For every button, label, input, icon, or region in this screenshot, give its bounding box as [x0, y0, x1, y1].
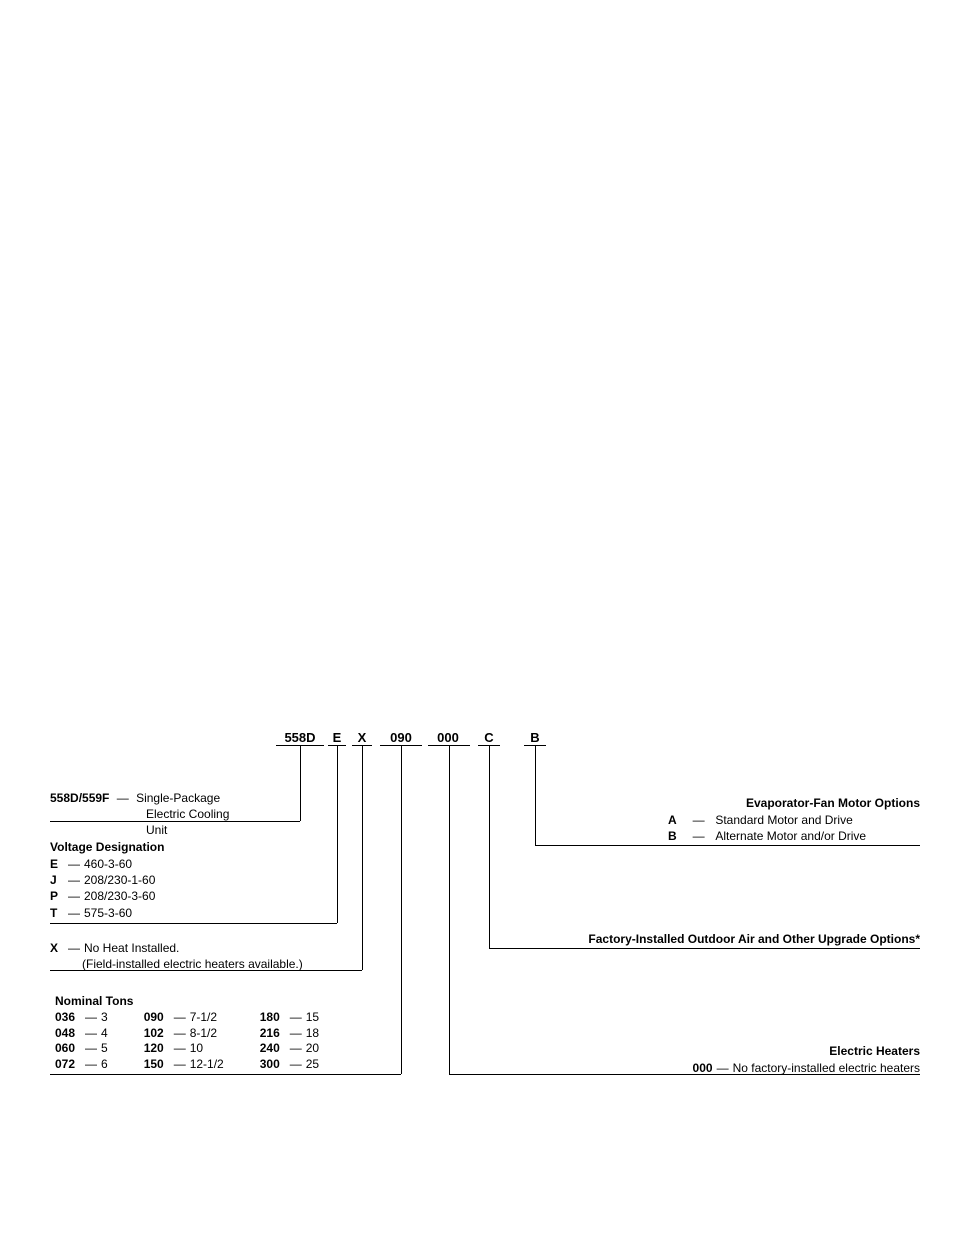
dash: — — [117, 790, 129, 806]
voltage-code: P — [50, 888, 64, 904]
dash: — — [717, 1060, 729, 1076]
dash: — — [290, 1041, 302, 1057]
tons-block: Nominal Tons 036—3 048—4 060—5 072—6 090… — [55, 994, 319, 1072]
voltage-code: J — [50, 872, 64, 888]
dash: — — [174, 1026, 186, 1042]
tons-col: 090—7-1/2 102—8-1/2 120—10 150—12-1/2 — [144, 1010, 224, 1072]
tons-val: 15 — [306, 1010, 319, 1024]
tons-code: 090 — [144, 1010, 170, 1026]
dash: — — [85, 1057, 97, 1073]
unit-desc: Electric Cooling — [146, 807, 229, 821]
dash: — — [290, 1010, 302, 1026]
dash: — — [85, 1041, 97, 1057]
heat-desc: No Heat Installed. — [84, 941, 179, 955]
voltage-val: 208/230-1-60 — [84, 873, 155, 887]
tons-val: 10 — [190, 1041, 203, 1055]
dash: — — [68, 905, 80, 921]
factory-title: Factory-Installed Outdoor Air and Other … — [510, 932, 920, 946]
tons-code: 216 — [260, 1026, 286, 1042]
dash: — — [174, 1010, 186, 1026]
segment-voltage: E — [330, 730, 344, 745]
dash: — — [68, 940, 80, 956]
connector — [362, 745, 363, 970]
tons-val: 20 — [306, 1041, 319, 1055]
voltage-val: 575-3-60 — [84, 906, 132, 920]
heaters-title: Electric Heaters — [630, 1044, 920, 1058]
tons-code: 150 — [144, 1057, 170, 1073]
tons-code: 072 — [55, 1057, 81, 1073]
voltage-block: Voltage Designation E—460-3-60 J—208/230… — [50, 840, 164, 921]
voltage-val: 460-3-60 — [84, 857, 132, 871]
tons-val: 7-1/2 — [190, 1010, 217, 1024]
connector — [535, 845, 920, 846]
segment-heaters: 000 — [433, 730, 463, 745]
connector — [300, 745, 301, 821]
voltage-title: Voltage Designation — [50, 840, 164, 854]
dash: — — [290, 1026, 302, 1042]
heat-block: X— No Heat Installed. (Field-installed el… — [50, 940, 303, 972]
tons-col: 180—15 216—18 240—20 300—25 — [260, 1010, 319, 1072]
dash: — — [85, 1026, 97, 1042]
evap-title: Evaporator-Fan Motor Options — [650, 796, 920, 810]
voltage-val: 208/230-3-60 — [84, 889, 155, 903]
dash: — — [174, 1057, 186, 1073]
segment-unit: 558D — [280, 730, 320, 745]
tons-code: 120 — [144, 1041, 170, 1057]
tons-code: 102 — [144, 1026, 170, 1042]
segment-heat: X — [355, 730, 369, 745]
evap-val: Alternate Motor and/or Drive — [715, 829, 866, 843]
heat-desc: (Field-installed electric heaters availa… — [82, 957, 303, 971]
tons-title: Nominal Tons — [55, 994, 319, 1008]
tons-code: 048 — [55, 1026, 81, 1042]
tons-code: 036 — [55, 1010, 81, 1026]
dash: — — [693, 828, 705, 844]
connector — [50, 923, 337, 924]
tons-val: 6 — [101, 1057, 108, 1071]
factory-block: Factory-Installed Outdoor Air and Other … — [510, 932, 920, 948]
dash: — — [68, 888, 80, 904]
dash: — — [290, 1057, 302, 1073]
dash: — — [85, 1010, 97, 1026]
connector — [535, 745, 536, 845]
tons-val: 18 — [306, 1026, 319, 1040]
evap-block: Evaporator-Fan Motor Options A — Standar… — [650, 796, 920, 844]
tons-val: 3 — [101, 1010, 108, 1024]
evap-code: B — [668, 828, 682, 844]
unit-code: 558D/559F — [50, 790, 109, 806]
tons-val: 4 — [101, 1026, 108, 1040]
tons-code: 180 — [260, 1010, 286, 1026]
tons-col: 036—3 048—4 060—5 072—6 — [55, 1010, 108, 1072]
tons-val: 25 — [306, 1057, 319, 1071]
tons-val: 5 — [101, 1041, 108, 1055]
voltage-code: T — [50, 905, 64, 921]
heaters-block: Electric Heaters 000— No factory-installe… — [630, 1044, 920, 1076]
dash: — — [174, 1041, 186, 1057]
segment-evap: B — [528, 730, 542, 745]
segment-tons: 090 — [386, 730, 416, 745]
connector — [337, 745, 338, 923]
dash: — — [68, 856, 80, 872]
connector — [401, 745, 402, 1074]
evap-code: A — [668, 812, 682, 828]
segment-factory: C — [482, 730, 496, 745]
dash: — — [68, 872, 80, 888]
tons-code: 300 — [260, 1057, 286, 1073]
unit-block: 558D/559F — Single-Package Electric Cool… — [50, 790, 295, 839]
connector — [50, 1074, 401, 1075]
heaters-val: No factory-installed electric heaters — [733, 1061, 920, 1075]
connector — [489, 745, 490, 948]
voltage-code: E — [50, 856, 64, 872]
dash: — — [693, 812, 705, 828]
tons-val: 12-1/2 — [190, 1057, 224, 1071]
connector — [449, 745, 450, 1074]
tons-code: 060 — [55, 1041, 81, 1057]
heaters-code: 000 — [693, 1060, 713, 1076]
evap-val: Standard Motor and Drive — [715, 813, 852, 827]
connector — [489, 948, 920, 949]
unit-desc: Unit — [146, 823, 167, 837]
tons-code: 240 — [260, 1041, 286, 1057]
heat-code: X — [50, 940, 64, 956]
unit-desc: Single-Package — [136, 791, 220, 805]
tons-val: 8-1/2 — [190, 1026, 217, 1040]
